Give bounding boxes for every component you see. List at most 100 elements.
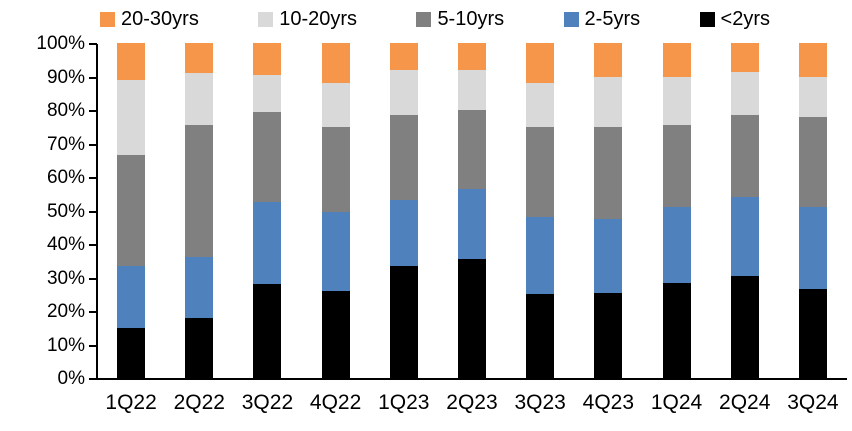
bar-segment-<2yrs bbox=[526, 294, 555, 378]
legend-item-5-10yrs: 5-10yrs bbox=[416, 7, 504, 31]
bar-segment-5-10yrs bbox=[185, 125, 214, 258]
x-tick-label: 4Q22 bbox=[309, 391, 362, 414]
y-tick bbox=[89, 210, 97, 213]
y-tick-label: 70% bbox=[46, 133, 85, 155]
legend-swatch-lt2yrs bbox=[699, 11, 715, 27]
legend-swatch-5-10yrs bbox=[416, 11, 432, 27]
bar-1Q24 bbox=[662, 43, 691, 378]
bar-segment-10-20yrs bbox=[458, 69, 486, 111]
bar-segment-<2yrs bbox=[321, 290, 350, 378]
bar-segment-<2yrs bbox=[458, 259, 486, 378]
legend: 20-30yrs 10-20yrs 5-10yrs 2-5yrs <2yrs bbox=[100, 6, 770, 32]
bar-segment-10-20yrs bbox=[253, 74, 282, 112]
x-tick-label: 3Q23 bbox=[514, 391, 566, 414]
bar-segment-5-10yrs bbox=[321, 126, 350, 213]
bar-segment-2-5yrs bbox=[253, 202, 282, 285]
legend-label: 5-10yrs bbox=[437, 8, 505, 30]
bar-segment-20-30yrs bbox=[662, 43, 691, 77]
bar-segment-20-30yrs bbox=[117, 43, 146, 80]
bar-segment-2-5yrs bbox=[389, 200, 418, 266]
y-tick bbox=[89, 378, 97, 380]
bar-segment-<2yrs bbox=[389, 265, 418, 378]
bar-segment-20-30yrs bbox=[594, 43, 623, 77]
legend-swatch-20-30yrs bbox=[100, 11, 115, 27]
y-tick-label: 20% bbox=[46, 301, 85, 322]
bar-segment-2-5yrs bbox=[321, 212, 350, 291]
bar-segment-10-20yrs bbox=[798, 76, 827, 117]
bar-2Q24 bbox=[730, 43, 759, 378]
x-tick-label: 3Q24 bbox=[787, 391, 839, 414]
legend-label: 2-5yrs bbox=[584, 8, 641, 30]
bar-segment-<2yrs bbox=[594, 292, 623, 378]
x-tick-label: 2Q24 bbox=[719, 391, 771, 414]
legend-item-20-30yrs: 20-30yrs bbox=[100, 7, 199, 31]
y-tick-label: 10% bbox=[46, 334, 85, 356]
bar-segment-10-20yrs bbox=[594, 76, 623, 127]
y-tick-label: 90% bbox=[46, 66, 85, 88]
bar-segment-20-30yrs bbox=[389, 43, 418, 70]
y-axis-line bbox=[96, 44, 98, 380]
bar-segment-2-5yrs bbox=[662, 207, 691, 283]
y-tick-label: 100% bbox=[36, 33, 85, 54]
bar-segment-<2yrs bbox=[730, 275, 759, 378]
bar-segment-<2yrs bbox=[117, 327, 146, 378]
bar-segment-10-20yrs bbox=[321, 83, 350, 127]
bar-segment-10-20yrs bbox=[730, 71, 759, 116]
bar-3Q22 bbox=[253, 43, 282, 378]
y-tick bbox=[89, 244, 97, 246]
y-tick-label: 50% bbox=[46, 200, 85, 222]
bar-segment-10-20yrs bbox=[662, 76, 691, 126]
y-tick bbox=[89, 277, 97, 280]
y-tick bbox=[89, 110, 97, 112]
x-tick-label: 2Q22 bbox=[173, 391, 225, 414]
legend-item-lt2yrs: <2yrs bbox=[699, 7, 770, 31]
bar-segment-5-10yrs bbox=[117, 155, 146, 266]
bar-segment-5-10yrs bbox=[662, 125, 691, 208]
y-tick-label: 60% bbox=[46, 167, 85, 188]
bar-3Q23 bbox=[526, 43, 555, 378]
bar-segment-<2yrs bbox=[185, 317, 214, 378]
x-tick-label: 1Q22 bbox=[105, 391, 157, 414]
y-tick bbox=[89, 177, 97, 179]
legend-swatch-10-20yrs bbox=[258, 11, 274, 27]
bar-segment-10-20yrs bbox=[117, 79, 146, 156]
bar-segment-<2yrs bbox=[253, 284, 282, 378]
bar-segment-20-30yrs bbox=[798, 43, 827, 77]
bar-segment-20-30yrs bbox=[730, 43, 759, 72]
legend-item-10-20yrs: 10-20yrs bbox=[258, 7, 357, 31]
bar-segment-5-10yrs bbox=[730, 115, 759, 198]
bar-segment-<2yrs bbox=[798, 289, 827, 378]
bar-1Q22 bbox=[117, 43, 146, 378]
bar-segment-2-5yrs bbox=[798, 207, 827, 290]
bar-4Q22 bbox=[321, 43, 350, 378]
bar-segment-2-5yrs bbox=[117, 265, 146, 328]
bar-segment-<2yrs bbox=[662, 282, 691, 378]
bar-segment-20-30yrs bbox=[185, 43, 214, 74]
bar-segment-5-10yrs bbox=[458, 110, 486, 189]
legend-swatch-2-5yrs bbox=[563, 11, 579, 27]
bar-3Q24 bbox=[798, 43, 827, 378]
bar-segment-10-20yrs bbox=[185, 73, 214, 126]
x-axis-line bbox=[89, 378, 847, 380]
legend-label: <2yrs bbox=[720, 8, 770, 30]
bar-segment-20-30yrs bbox=[526, 43, 555, 84]
bar-segment-10-20yrs bbox=[526, 83, 555, 127]
x-tick-label: 1Q23 bbox=[378, 391, 430, 414]
bar-segment-20-30yrs bbox=[458, 43, 486, 70]
x-tick-label: 2Q23 bbox=[446, 391, 498, 414]
bar-segment-2-5yrs bbox=[185, 257, 214, 318]
bar-2Q22 bbox=[185, 43, 214, 378]
bar-2Q23 bbox=[458, 43, 486, 378]
bar-segment-2-5yrs bbox=[594, 218, 623, 293]
y-tick bbox=[89, 43, 97, 45]
x-tick-label: 1Q24 bbox=[650, 391, 703, 414]
y-tick-label: 40% bbox=[46, 234, 85, 255]
bar-segment-20-30yrs bbox=[321, 43, 350, 84]
legend-label: 10-20yrs bbox=[279, 8, 358, 30]
bar-segment-5-10yrs bbox=[389, 115, 418, 201]
bar-segment-2-5yrs bbox=[526, 217, 555, 295]
bar-segment-5-10yrs bbox=[798, 116, 827, 208]
x-tick-label: 3Q22 bbox=[241, 391, 294, 414]
